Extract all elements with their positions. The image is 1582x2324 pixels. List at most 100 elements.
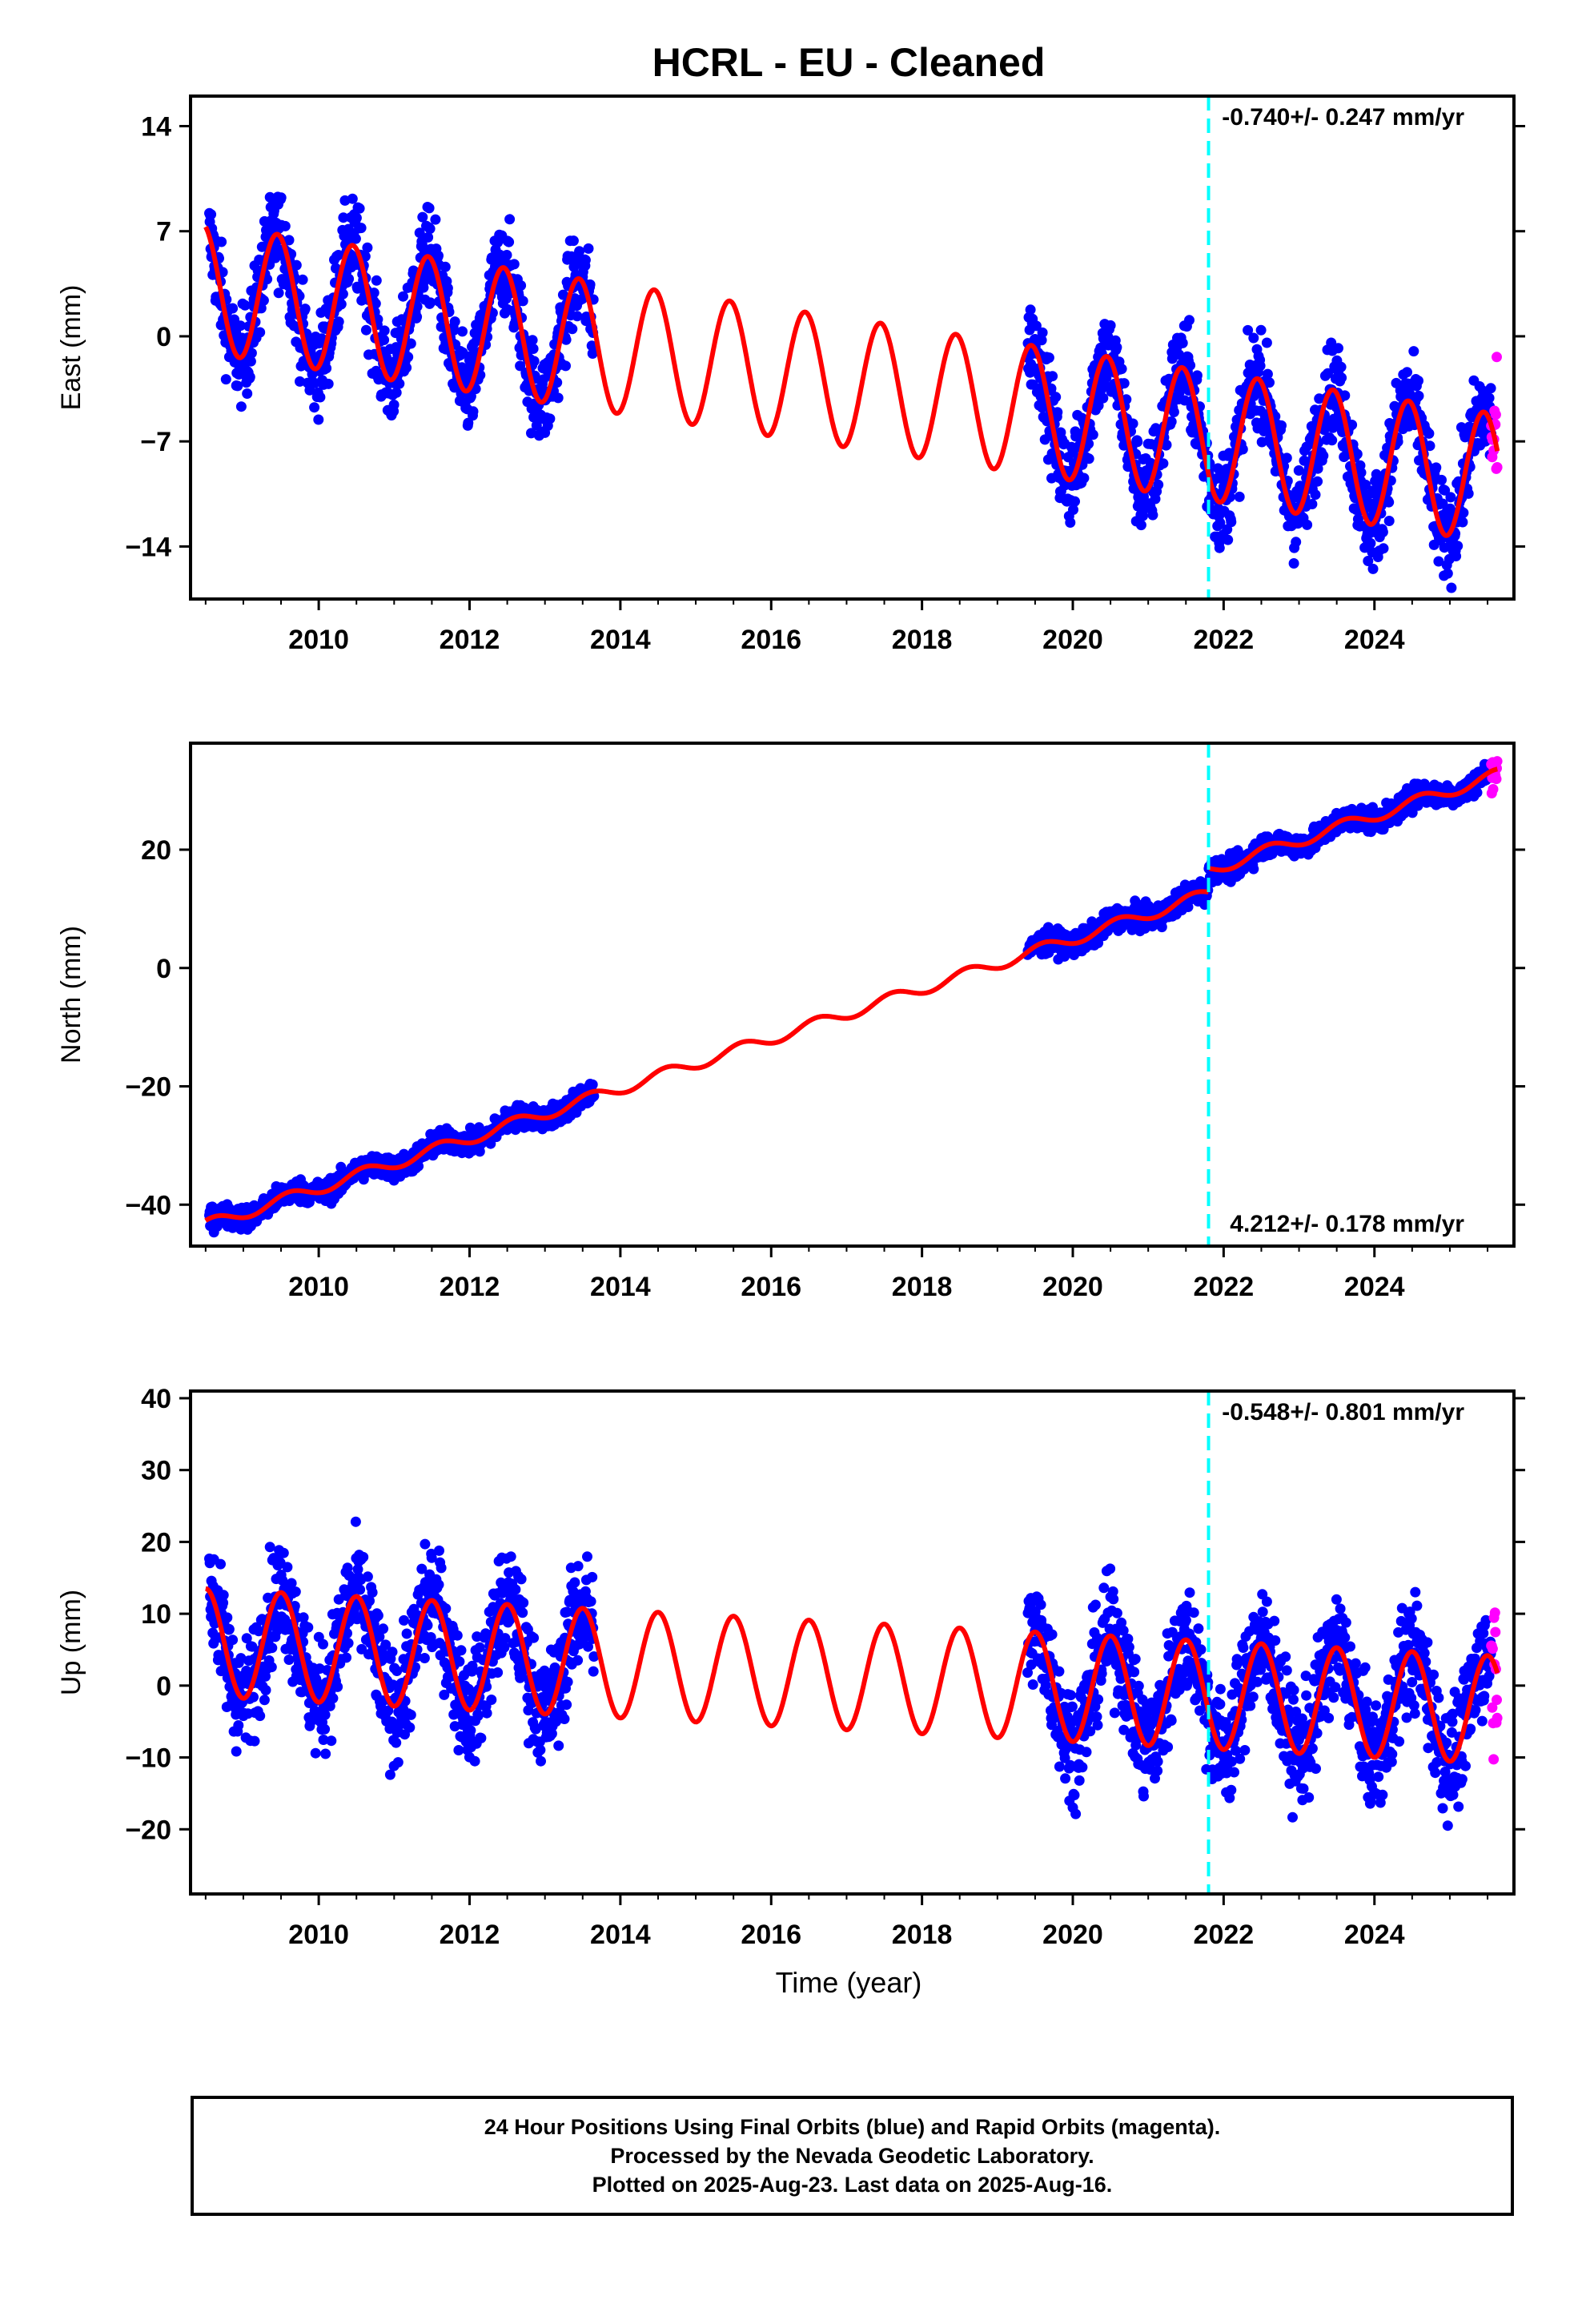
final-orbit-point <box>403 352 414 363</box>
final-orbit-point <box>1223 534 1234 545</box>
final-orbit-point <box>1408 346 1419 357</box>
final-orbit-point <box>295 376 305 387</box>
final-orbit-point <box>424 203 435 214</box>
final-orbit-point <box>290 1586 301 1598</box>
final-orbit-point <box>1237 444 1248 455</box>
final-orbit-point <box>1335 361 1347 372</box>
final-orbit-point <box>1177 337 1188 348</box>
final-orbit-point <box>1288 558 1299 569</box>
final-orbit-point <box>454 1656 465 1667</box>
final-orbit-point <box>433 250 444 261</box>
final-orbit-point <box>517 296 528 307</box>
final-orbit-point <box>1437 498 1448 509</box>
final-orbit-point <box>399 1614 409 1626</box>
final-orbit-point <box>414 227 425 239</box>
final-orbit-point <box>1336 372 1347 384</box>
final-orbit-point <box>303 1622 314 1633</box>
final-orbit-point <box>442 283 453 294</box>
figure-title: HCRL - EU - Cleaned <box>652 40 1046 85</box>
final-orbit-point <box>249 1735 260 1747</box>
final-orbit-point <box>1083 438 1094 449</box>
final-orbit-point <box>332 1681 343 1692</box>
final-orbit-point <box>1255 324 1267 336</box>
final-orbit-point <box>223 1623 235 1634</box>
final-orbit-point <box>401 1628 412 1639</box>
final-orbit-point <box>368 287 379 299</box>
final-orbit-point <box>1255 360 1266 372</box>
final-orbit-point <box>481 1707 492 1719</box>
plot-area-up <box>203 1516 1503 1831</box>
final-orbit-point <box>233 1720 244 1731</box>
final-orbit-point <box>1050 392 1062 403</box>
final-orbit-point <box>358 1551 369 1562</box>
final-orbit-point <box>313 414 324 425</box>
y-tick-label-north: 20 <box>141 835 171 866</box>
plot-area-north <box>203 756 1503 1238</box>
model-curve-east <box>203 225 1500 538</box>
x-tick-label-north: 2020 <box>1042 1272 1103 1302</box>
panel-frame-east <box>189 94 1516 601</box>
final-orbit-point <box>544 413 556 424</box>
final-orbit-point <box>1168 407 1179 417</box>
final-orbit-point <box>1436 474 1447 485</box>
final-orbit-point <box>1191 370 1203 381</box>
final-orbit-point <box>370 298 381 309</box>
final-orbit-point <box>1179 395 1191 406</box>
final-orbit-point <box>1214 542 1225 553</box>
final-orbit-point <box>515 360 526 372</box>
final-orbit-point <box>372 1610 383 1621</box>
final-orbit-point <box>1310 489 1321 501</box>
final-orbit-point <box>1383 516 1395 526</box>
final-orbit-point <box>354 203 365 214</box>
final-orbit-point <box>422 1620 433 1630</box>
final-orbit-point <box>465 1725 476 1736</box>
final-orbit-point <box>1377 526 1388 537</box>
final-orbit-point <box>355 1584 366 1595</box>
final-orbit-point <box>404 1722 416 1733</box>
panel-north: 2010 2012 2014 2016 2018 2020 2022 2024200−20−4… <box>56 742 1525 1302</box>
final-orbit-point <box>235 401 247 412</box>
x-tick-label-east: 2024 <box>1344 625 1405 655</box>
final-orbit-point <box>1355 467 1367 478</box>
final-orbit-point <box>347 193 358 204</box>
final-orbit-point <box>283 235 295 246</box>
final-orbit-point <box>1118 378 1130 389</box>
final-orbit-point <box>283 1655 295 1665</box>
final-orbit-point <box>417 211 428 223</box>
final-orbit-point <box>1135 520 1146 531</box>
rapid-orbit-point <box>1492 352 1502 363</box>
final-orbit-point <box>1158 458 1169 469</box>
final-orbit-point <box>318 1638 328 1650</box>
final-orbit-point <box>1360 479 1371 490</box>
rapid-orbit-point <box>1492 756 1503 767</box>
x-tick-label-north: 2016 <box>741 1272 801 1302</box>
final-orbit-point <box>1262 368 1273 380</box>
final-orbit-point <box>1070 496 1080 507</box>
final-orbit-point <box>333 316 344 328</box>
final-orbit-point <box>1413 390 1424 401</box>
final-orbit-point <box>309 402 320 413</box>
final-orbit-point <box>299 304 311 315</box>
final-orbit-point <box>388 400 400 410</box>
x-tick-label-north: 2024 <box>1344 1272 1405 1302</box>
final-orbit-point <box>232 380 243 392</box>
final-orbit-point <box>528 356 540 367</box>
final-orbit-point <box>391 387 402 398</box>
final-orbit-point <box>1484 392 1495 404</box>
final-orbit-point <box>505 1551 516 1562</box>
final-orbit-point <box>258 295 269 306</box>
final-orbit-point <box>338 212 349 223</box>
final-orbit-point <box>1184 315 1195 326</box>
data-points-up <box>204 1516 1503 1831</box>
final-orbit-point <box>1413 376 1423 386</box>
final-orbit-point <box>343 273 355 284</box>
final-orbit-point <box>1078 472 1090 484</box>
final-orbit-point <box>381 352 392 364</box>
final-orbit-point <box>273 287 284 299</box>
final-orbit-point <box>1446 582 1457 593</box>
final-orbit-point <box>355 223 367 234</box>
final-orbit-point <box>457 326 468 337</box>
final-orbit-point <box>1431 462 1442 473</box>
panel-up: 2010 2012 2014 2016 2018 2020 2022 202440302010… <box>56 1384 1525 1950</box>
final-orbit-point <box>1363 556 1374 566</box>
